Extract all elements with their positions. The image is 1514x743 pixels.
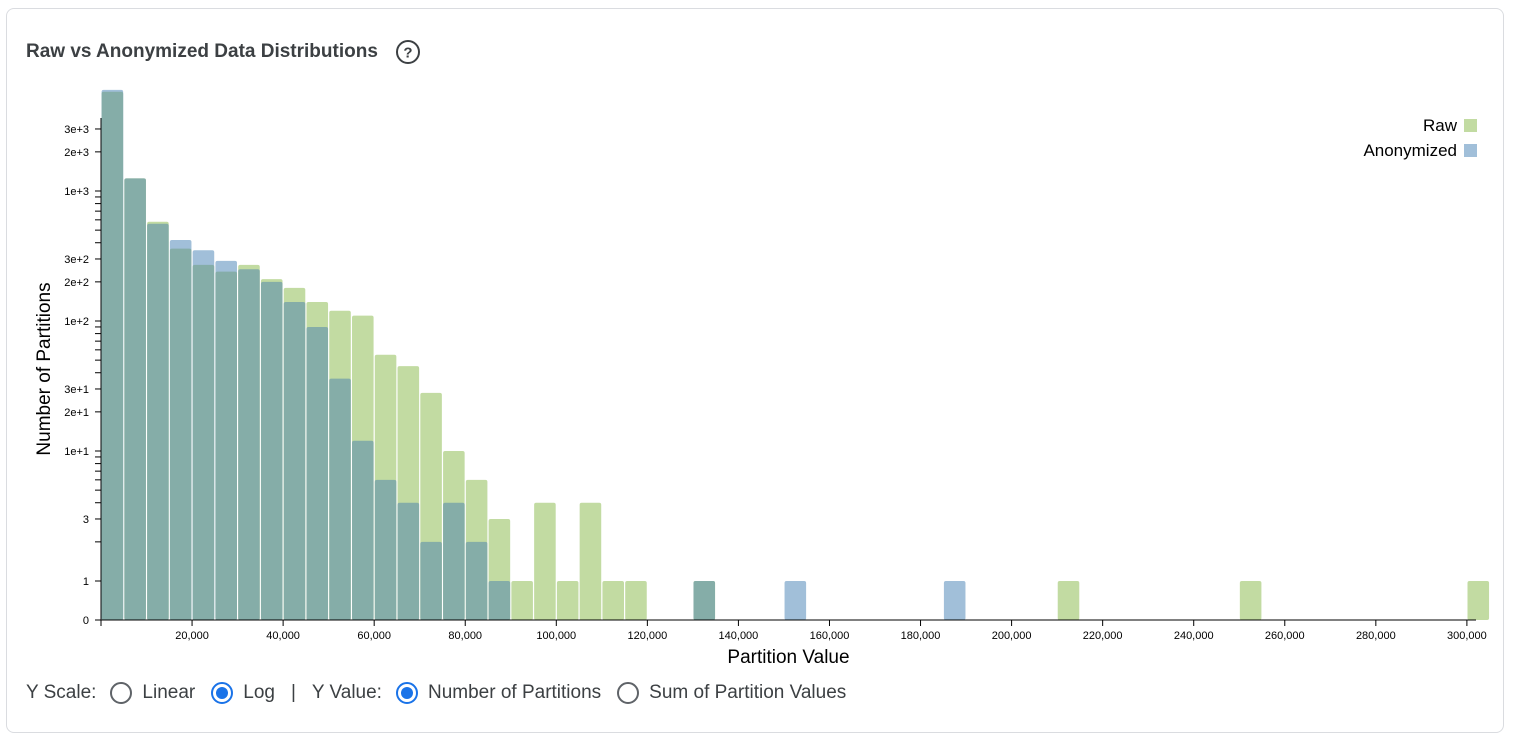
- raw-bar: [1057, 581, 1080, 620]
- x-tick-label: 120,000: [627, 630, 667, 642]
- overlap-bar: [420, 541, 442, 620]
- y-scale-log-label: Log: [243, 682, 275, 703]
- raw-bar: [511, 581, 533, 620]
- overlap-bars: [101, 91, 716, 621]
- overlap-bar: [329, 378, 351, 620]
- x-tick-label: 300,000: [1447, 630, 1487, 642]
- overlap-bar: [397, 502, 420, 620]
- legend: Raw Anonymized: [1363, 116, 1477, 160]
- y-tick-label: 1: [83, 576, 89, 588]
- overlap-bar: [238, 269, 260, 620]
- raw-bar: [1239, 581, 1262, 620]
- separator: |: [290, 682, 296, 703]
- anonymized-bar: [943, 581, 966, 620]
- chart-controls: Y Scale: Linear Log | Y Value: Number of…: [26, 676, 862, 710]
- y-tick-label: 3e+2: [64, 254, 89, 266]
- overlap-bar: [215, 271, 237, 620]
- overlap-bar: [101, 91, 124, 620]
- x-tick-label: 260,000: [1265, 630, 1305, 642]
- x-tick-label: 220,000: [1083, 630, 1123, 642]
- x-tick-label: 160,000: [810, 630, 850, 642]
- y-tick-label: 1e+1: [64, 446, 89, 458]
- anonymized-legend-label: Anonymized: [1363, 141, 1457, 160]
- raw-bar: [579, 502, 602, 620]
- x-tick-label: 240,000: [1174, 630, 1214, 642]
- x-tick-label: 180,000: [901, 630, 941, 642]
- y-value-sum-label: Sum of Partition Values: [649, 682, 847, 703]
- raw-legend-swatch: [1464, 119, 1477, 132]
- raw-bar: [1467, 581, 1490, 620]
- y-axis-title: Number of Partitions: [34, 282, 55, 455]
- x-tick-label: 200,000: [992, 630, 1032, 642]
- overlap-bar: [374, 479, 397, 620]
- overlap-bar: [283, 302, 306, 620]
- anonymized-legend-swatch: [1464, 144, 1477, 157]
- y-tick-label: 1e+2: [64, 316, 89, 328]
- raw-bar: [625, 581, 647, 620]
- chart-title: Raw vs Anonymized Data Distributions: [26, 41, 378, 62]
- x-tick-label: 60,000: [357, 630, 391, 642]
- axes: 0 1 3 1e+1 2e+1 3e+1 1e+2 2e+2 3e+2 1e+3 2e+3 3e+3 2…: [34, 118, 1487, 668]
- overlap-bar: [192, 264, 215, 620]
- y-tick-label: 2e+3: [64, 147, 89, 159]
- overlap-bar: [465, 541, 488, 620]
- y-tick-label: 1e+3: [64, 186, 89, 198]
- y-tick-label: 3: [83, 514, 89, 526]
- overlap-bar: [693, 581, 716, 620]
- help-circle-icon[interactable]: ?: [395, 39, 421, 65]
- y-value-label: Y Value:: [311, 682, 382, 703]
- y-tick-label: 2e+1: [64, 407, 89, 419]
- x-tick-label: 80,000: [448, 630, 482, 642]
- x-tick-label: 100,000: [536, 630, 576, 642]
- overlap-bar: [443, 502, 465, 620]
- y-value-sum-radio[interactable]: Sum of Partition Values: [617, 682, 846, 704]
- raw-bar: [556, 581, 579, 620]
- y-value-count-radio[interactable]: Number of Partitions: [395, 682, 602, 704]
- x-tick-label: 40,000: [266, 630, 300, 642]
- overlap-bar: [306, 326, 329, 620]
- radio-selected-icon[interactable]: [211, 682, 234, 704]
- x-axis-title: Partition Value: [727, 647, 849, 668]
- y-scale-linear-radio[interactable]: Linear: [110, 682, 195, 704]
- y-tick-label: 0: [83, 615, 89, 627]
- x-tick-label: 280,000: [1356, 630, 1396, 642]
- radio-circle-icon[interactable]: [617, 682, 640, 704]
- overlap-bar: [488, 581, 511, 620]
- x-tick-label: 140,000: [719, 630, 759, 642]
- overlap-bar: [169, 248, 192, 621]
- y-tick-label: 2e+2: [64, 277, 89, 289]
- overlap-bar: [352, 440, 374, 620]
- y-value-count-label: Number of Partitions: [427, 682, 602, 703]
- y-scale-linear-label: Linear: [142, 682, 196, 703]
- raw-bars: [124, 178, 1490, 620]
- overlap-bar: [260, 281, 283, 620]
- svg-text:?: ?: [403, 45, 412, 62]
- radio-selected-icon[interactable]: [395, 682, 418, 704]
- x-tick-label: 20,000: [175, 630, 209, 642]
- y-scale-log-radio[interactable]: Log: [211, 682, 275, 704]
- y-tick-label: 3e+1: [64, 384, 89, 396]
- title-row: Raw vs Anonymized Data Distributions ?: [26, 38, 421, 66]
- overlap-bar: [147, 223, 169, 621]
- overlap-bar: [124, 178, 146, 620]
- raw-bar: [534, 502, 556, 620]
- radio-circle-icon[interactable]: [110, 682, 133, 704]
- y-scale-label: Y Scale:: [26, 682, 97, 703]
- y-tick-label: 3e+3: [64, 124, 89, 136]
- anonymized-bar: [784, 581, 807, 620]
- raw-legend-label: Raw: [1423, 116, 1458, 135]
- raw-bar: [602, 581, 624, 620]
